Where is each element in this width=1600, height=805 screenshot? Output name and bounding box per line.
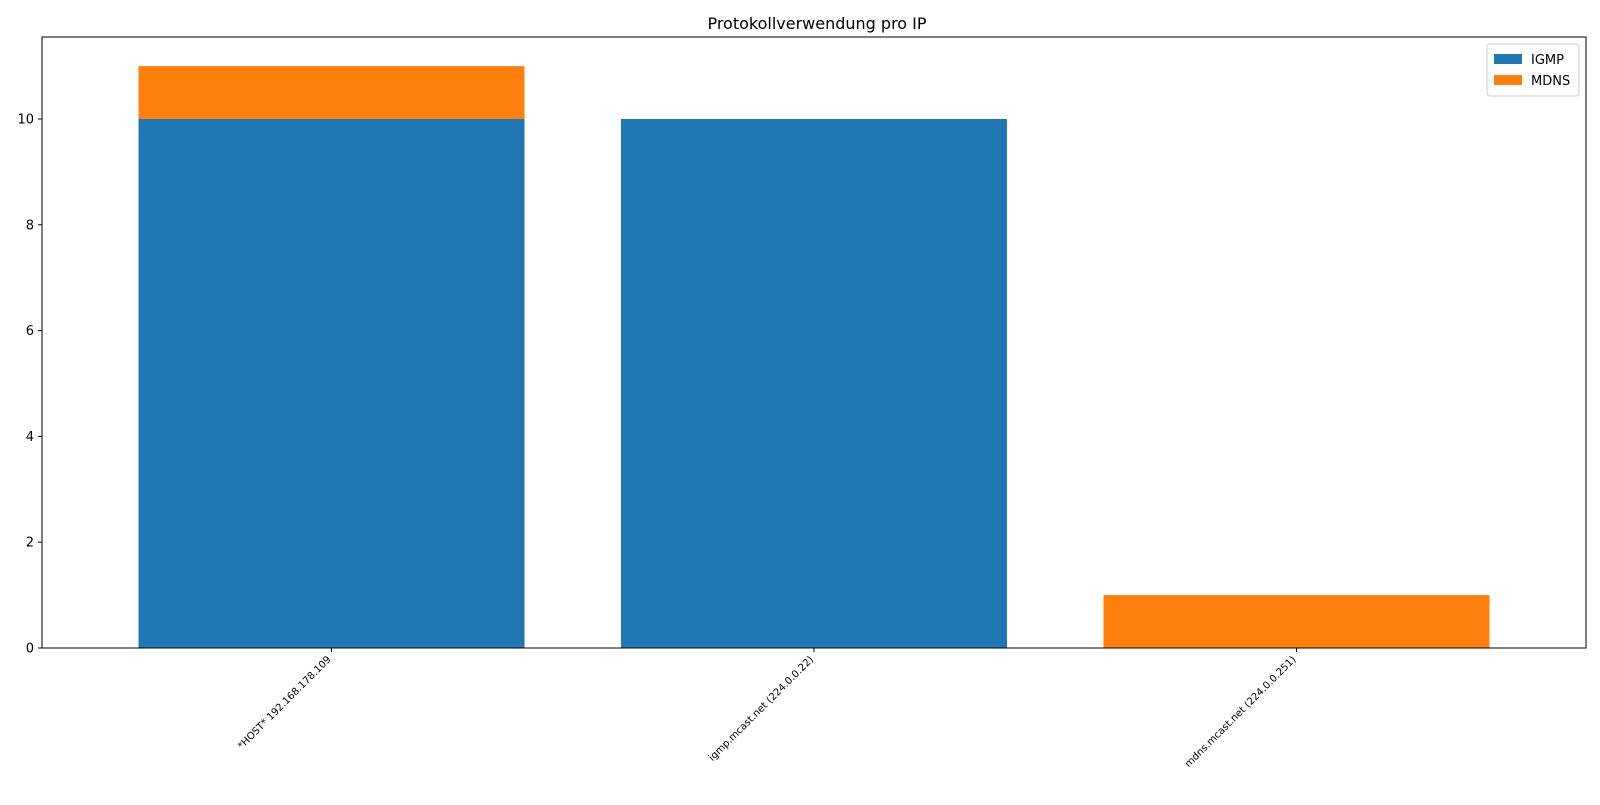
chart-title: Protokollverwendung pro IP <box>707 14 926 33</box>
bar-mdns-0 <box>138 66 525 119</box>
y-tick-label: 10 <box>17 112 34 127</box>
x-tick-label: igmp.mcast.net (224.0.0.22) <box>707 654 816 763</box>
x-axis: *HOST* 192.168.178.109 igmp.mcast.net (22… <box>236 648 1299 770</box>
bar-igmp-0 <box>138 118 525 649</box>
legend-swatch-igmp <box>1494 54 1522 64</box>
legend-swatch-mdns <box>1494 75 1522 85</box>
x-tick-label: *HOST* 192.168.178.109 <box>236 654 334 752</box>
bar-igmp-1 <box>621 118 1007 649</box>
y-tick-label: 4 <box>26 430 34 445</box>
legend-label-mdns: MDNS <box>1531 74 1570 89</box>
legend-label-igmp: IGMP <box>1531 53 1564 68</box>
bar-mdns-2 <box>1103 595 1490 648</box>
legend: IGMP MDNS <box>1486 43 1580 97</box>
y-tick-label: 0 <box>26 642 34 657</box>
y-tick-label: 6 <box>26 324 34 339</box>
x-tick-label: mdns.mcast.net (224.0.0.251) <box>1183 654 1299 770</box>
y-tick-label: 8 <box>26 218 34 233</box>
y-axis: 0 2 4 6 8 10 <box>17 112 42 657</box>
y-tick-label: 2 <box>26 536 34 551</box>
bars-layer <box>138 66 1490 649</box>
